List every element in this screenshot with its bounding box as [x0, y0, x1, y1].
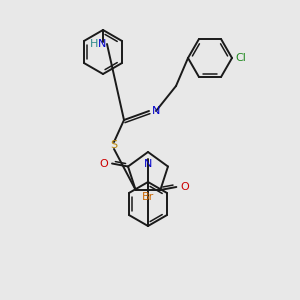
- Text: S: S: [110, 140, 118, 150]
- Text: Cl: Cl: [235, 53, 246, 63]
- Text: N: N: [152, 106, 160, 116]
- Text: H: H: [90, 39, 98, 49]
- Text: N: N: [144, 159, 152, 169]
- Text: O: O: [99, 158, 108, 169]
- Text: O: O: [180, 182, 189, 192]
- Text: N: N: [98, 39, 106, 49]
- Text: Br: Br: [142, 192, 154, 202]
